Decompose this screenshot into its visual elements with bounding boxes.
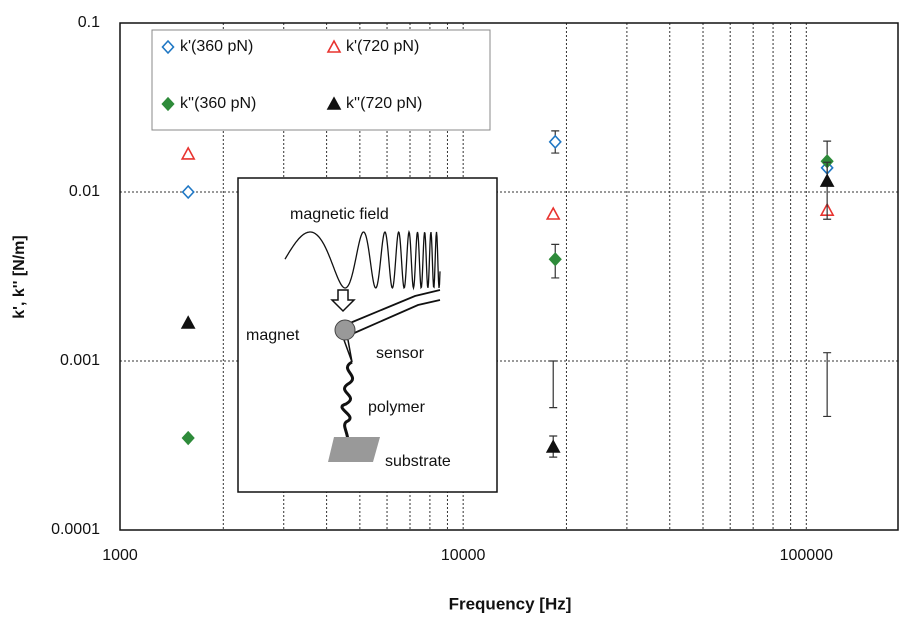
y-tick-label: 0.1 bbox=[78, 14, 100, 31]
error-bar bbox=[823, 161, 832, 220]
marker bbox=[181, 430, 195, 446]
inset-label: sensor bbox=[376, 345, 425, 362]
arrow bbox=[330, 289, 356, 313]
y-tick-label: 0.001 bbox=[60, 352, 100, 369]
marker bbox=[181, 184, 195, 200]
inset-label: magnetic field bbox=[290, 206, 389, 223]
marker bbox=[819, 173, 835, 187]
polymer-chain bbox=[340, 360, 354, 443]
inset: magnetic field magnet sensor polymer sub… bbox=[237, 177, 498, 493]
inset-label: polymer bbox=[368, 399, 426, 416]
x-tick-label: 1000 bbox=[102, 547, 138, 564]
legend-label: k''(720 pN) bbox=[346, 95, 422, 112]
magnet-bead bbox=[334, 319, 356, 341]
x-tick-label: 100000 bbox=[780, 547, 833, 564]
plot-frame bbox=[119, 22, 899, 531]
legend-marker bbox=[161, 96, 175, 112]
cantilever bbox=[349, 289, 441, 335]
y-tick-label: 0.0001 bbox=[51, 521, 100, 538]
inset-label: substrate bbox=[385, 453, 451, 470]
legend-label: k'(720 pN) bbox=[346, 38, 419, 55]
legend-label: k'(360 pN) bbox=[180, 38, 253, 55]
legend-box bbox=[151, 29, 491, 131]
magnetic-wave bbox=[284, 229, 441, 291]
error-bar bbox=[823, 352, 832, 418]
marker bbox=[180, 315, 196, 329]
legend-marker bbox=[161, 39, 175, 55]
marker bbox=[548, 134, 562, 150]
marker bbox=[545, 439, 561, 453]
x-tick-label: 10000 bbox=[441, 547, 486, 564]
substrate-block bbox=[328, 437, 380, 462]
inset-label: magnet bbox=[246, 327, 300, 344]
legend-marker bbox=[326, 96, 342, 110]
legend-label: k''(360 pN) bbox=[180, 95, 256, 112]
marker bbox=[548, 252, 562, 267]
y-axis-title: k', k'' [N/m] bbox=[11, 235, 28, 318]
legend-marker bbox=[326, 39, 342, 53]
marker bbox=[180, 146, 196, 160]
x-axis-title: Frequency [Hz] bbox=[449, 594, 572, 613]
error-bar bbox=[549, 360, 558, 409]
y-tick-label: 0.01 bbox=[69, 183, 100, 200]
marker bbox=[545, 206, 561, 220]
